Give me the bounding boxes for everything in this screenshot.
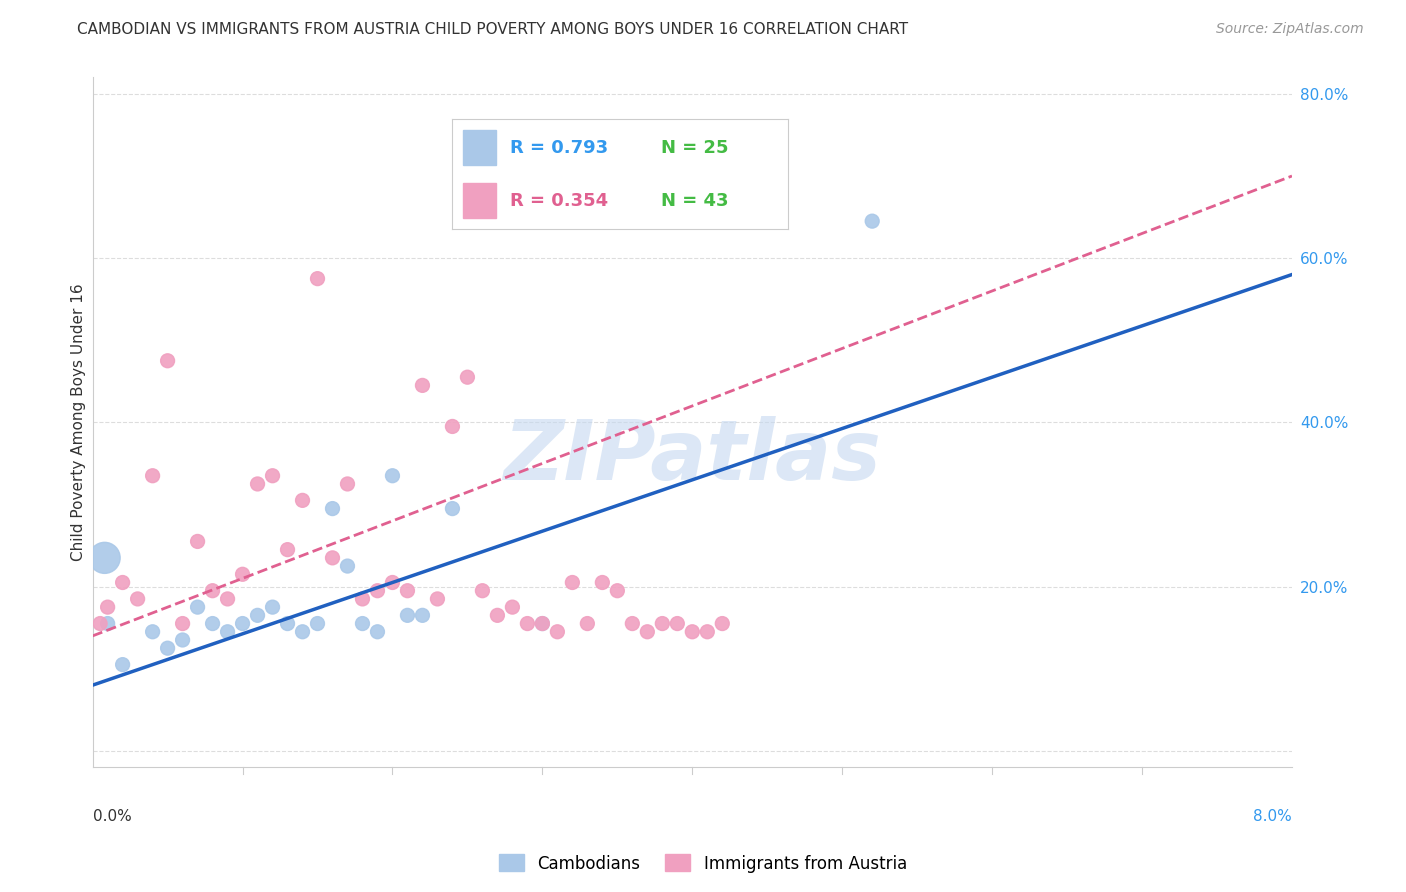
Point — [187, 600, 209, 615]
Point — [111, 575, 134, 590]
Point — [142, 468, 165, 483]
Point — [381, 468, 404, 483]
Point — [531, 616, 554, 631]
Point — [396, 583, 419, 598]
Point — [366, 583, 388, 598]
Point — [546, 624, 568, 639]
Text: CAMBODIAN VS IMMIGRANTS FROM AUSTRIA CHILD POVERTY AMONG BOYS UNDER 16 CORRELATI: CAMBODIAN VS IMMIGRANTS FROM AUSTRIA CHI… — [77, 22, 908, 37]
Text: 0.0%: 0.0% — [93, 809, 131, 823]
Point — [172, 632, 194, 647]
Point — [411, 608, 433, 623]
Point — [336, 477, 359, 491]
Point — [352, 591, 374, 606]
Point — [411, 378, 433, 392]
Point — [276, 616, 298, 631]
Point — [187, 534, 209, 549]
Point — [246, 477, 269, 491]
Point — [396, 608, 419, 623]
Point — [217, 591, 239, 606]
Point — [531, 616, 554, 631]
Point — [860, 214, 883, 228]
Point — [501, 600, 523, 615]
Point — [321, 501, 343, 516]
Point — [456, 370, 478, 384]
Point — [156, 353, 179, 368]
Y-axis label: Child Poverty Among Boys Under 16: Child Poverty Among Boys Under 16 — [72, 284, 86, 561]
Point — [471, 583, 494, 598]
Point — [201, 583, 224, 598]
Point — [576, 616, 599, 631]
Point — [232, 567, 254, 582]
Point — [172, 616, 194, 631]
Point — [232, 616, 254, 631]
Point — [591, 575, 613, 590]
Point — [441, 419, 464, 434]
Point — [89, 616, 111, 631]
Point — [666, 616, 689, 631]
Point — [561, 575, 583, 590]
Point — [426, 591, 449, 606]
Point — [262, 468, 284, 483]
Point — [262, 600, 284, 615]
Point — [636, 624, 658, 639]
Point — [696, 624, 718, 639]
Point — [711, 616, 734, 631]
Point — [291, 493, 314, 508]
Point — [291, 624, 314, 639]
Point — [93, 550, 115, 565]
Text: Source: ZipAtlas.com: Source: ZipAtlas.com — [1216, 22, 1364, 37]
Point — [486, 608, 509, 623]
Text: ZIPatlas: ZIPatlas — [503, 417, 882, 498]
Point — [127, 591, 149, 606]
Point — [441, 501, 464, 516]
Point — [651, 616, 673, 631]
Point — [516, 616, 538, 631]
Point — [307, 271, 329, 285]
Point — [336, 559, 359, 574]
Point — [142, 624, 165, 639]
Point — [681, 624, 703, 639]
Point — [276, 542, 298, 557]
Point — [366, 624, 388, 639]
Point — [201, 616, 224, 631]
Point — [307, 616, 329, 631]
Point — [381, 575, 404, 590]
Point — [352, 616, 374, 631]
Legend: Cambodians, Immigrants from Austria: Cambodians, Immigrants from Austria — [492, 847, 914, 880]
Point — [97, 600, 120, 615]
Point — [606, 583, 628, 598]
Point — [321, 550, 343, 565]
Point — [111, 657, 134, 672]
Point — [621, 616, 644, 631]
Point — [97, 616, 120, 631]
Point — [217, 624, 239, 639]
Text: 8.0%: 8.0% — [1253, 809, 1292, 823]
Point — [246, 608, 269, 623]
Point — [156, 641, 179, 656]
